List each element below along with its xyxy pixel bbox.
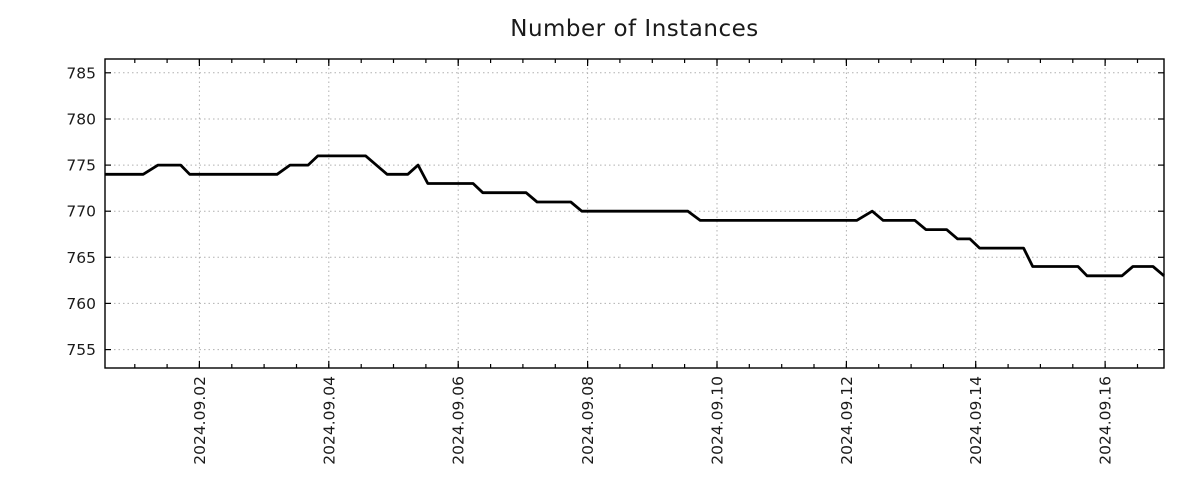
series-line-instances [105, 154, 1165, 278]
y-tick-label: 755 [66, 341, 96, 359]
y-tick-label: 780 [66, 111, 96, 129]
y-tick-label: 765 [66, 249, 96, 267]
x-tick-label: 2024.09.08 [579, 376, 597, 465]
grid-lines [105, 59, 1164, 368]
y-tick-label: 760 [66, 295, 96, 313]
x-tick-label: 2024.09.04 [320, 376, 338, 465]
x-tick-label: 2024.09.16 [1097, 376, 1115, 465]
y-tick-label: 775 [66, 157, 96, 175]
x-tick-label: 2024.09.10 [709, 376, 727, 465]
x-tick-label: 2024.09.06 [450, 376, 468, 465]
y-tick-label: 770 [66, 203, 96, 221]
y-tick-label: 785 [66, 64, 96, 82]
axis-ticks [105, 59, 1164, 368]
plot-frame [104, 58, 1165, 369]
x-tick-labels: 2024.09.02 2024.09.04 2024.09.06 2024.09.08… [191, 376, 1115, 465]
chart-title: Number of Instances [510, 16, 759, 42]
x-tick-label: 2024.09.12 [838, 376, 856, 465]
x-tick-label: 2024.09.14 [967, 376, 985, 465]
y-tick-labels: 755 760 765 770 775 780 785 [66, 64, 96, 359]
x-tick-label: 2024.09.02 [191, 376, 209, 465]
